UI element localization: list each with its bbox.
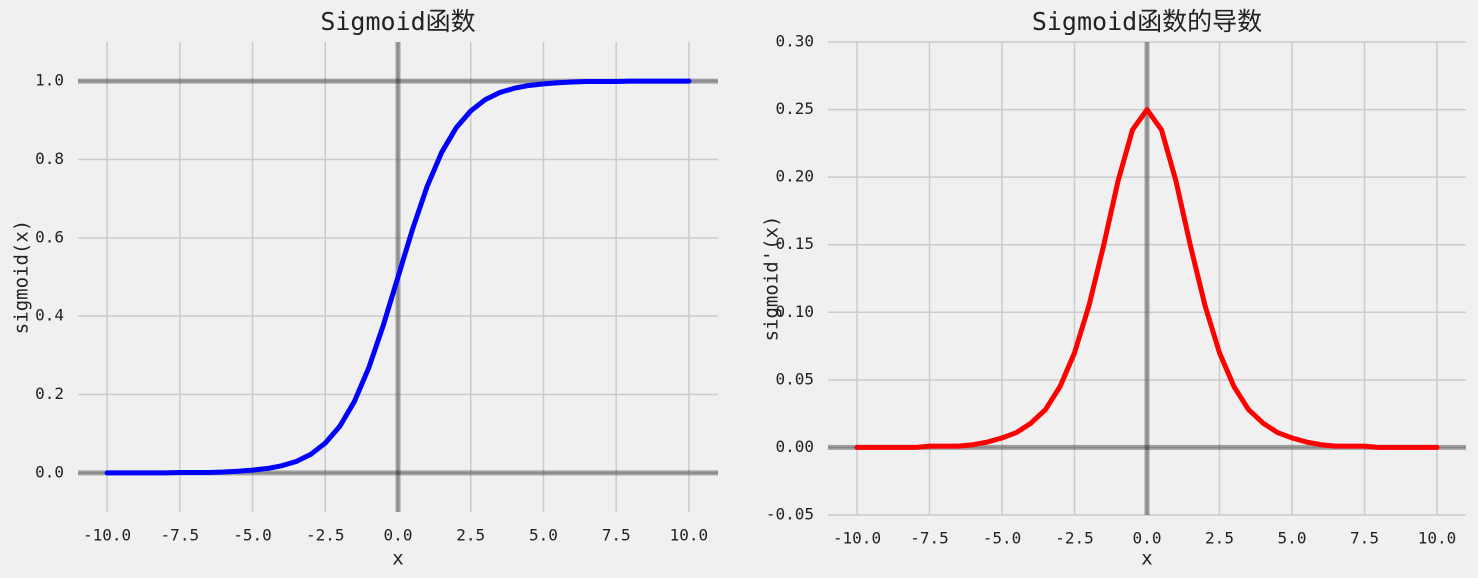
x-axis-label: x bbox=[392, 548, 403, 570]
x-axis-label: x bbox=[1141, 548, 1152, 570]
y-tick-label: 0.6 bbox=[35, 227, 64, 246]
x-tick-label: -2.5 bbox=[306, 526, 345, 545]
x-tick-label: -7.5 bbox=[161, 526, 200, 545]
x-tick-label: -5.0 bbox=[983, 529, 1022, 548]
y-tick-label: 0.10 bbox=[775, 302, 814, 321]
x-tick-label: 7.5 bbox=[1350, 529, 1379, 548]
y-tick-label: 0.05 bbox=[775, 369, 814, 388]
line-series bbox=[104, 78, 692, 476]
y-tick-label: 0.20 bbox=[775, 167, 814, 186]
x-tick-label: -5.0 bbox=[233, 526, 272, 545]
x-tick-label: 10.0 bbox=[670, 526, 709, 545]
x-tick-label: 7.5 bbox=[602, 526, 631, 545]
x-tick-label: 10.0 bbox=[1418, 529, 1457, 548]
y-axis-label: sigmoid'(x) bbox=[761, 216, 783, 342]
y-tick-label: 0.0 bbox=[35, 462, 64, 481]
x-tick-label: -10.0 bbox=[833, 529, 881, 548]
x-tick-label: 5.0 bbox=[529, 526, 558, 545]
x-tick-label: -10.0 bbox=[83, 526, 131, 545]
x-tick-label: 5.0 bbox=[1278, 529, 1307, 548]
x-tick-label: 2.5 bbox=[456, 526, 485, 545]
y-tick-label: 0.25 bbox=[775, 99, 814, 118]
y-tick-label: 0.2 bbox=[35, 384, 64, 403]
x-tick-label: -7.5 bbox=[910, 529, 949, 548]
y-tick-label: -0.05 bbox=[766, 505, 814, 524]
y-tick-label: 0.30 bbox=[775, 32, 814, 51]
y-tick-label: 1.0 bbox=[35, 71, 64, 90]
chart-title: Sigmoid函数的导数 bbox=[1032, 7, 1262, 36]
x-tick-label: 0.0 bbox=[1133, 529, 1162, 548]
x-tick-label: -2.5 bbox=[1055, 529, 1094, 548]
chart-title: Sigmoid函数 bbox=[320, 7, 475, 36]
y-tick-label: 0.15 bbox=[775, 234, 814, 253]
x-tick-label: 0.0 bbox=[384, 526, 413, 545]
y-tick-label: 0.8 bbox=[35, 149, 64, 168]
y-axis-label: sigmoid(x) bbox=[11, 220, 33, 334]
line-series bbox=[854, 107, 1440, 450]
y-tick-label: 0.00 bbox=[775, 437, 814, 456]
x-tick-label: 2.5 bbox=[1205, 529, 1234, 548]
y-tick-label: 0.4 bbox=[35, 306, 64, 325]
